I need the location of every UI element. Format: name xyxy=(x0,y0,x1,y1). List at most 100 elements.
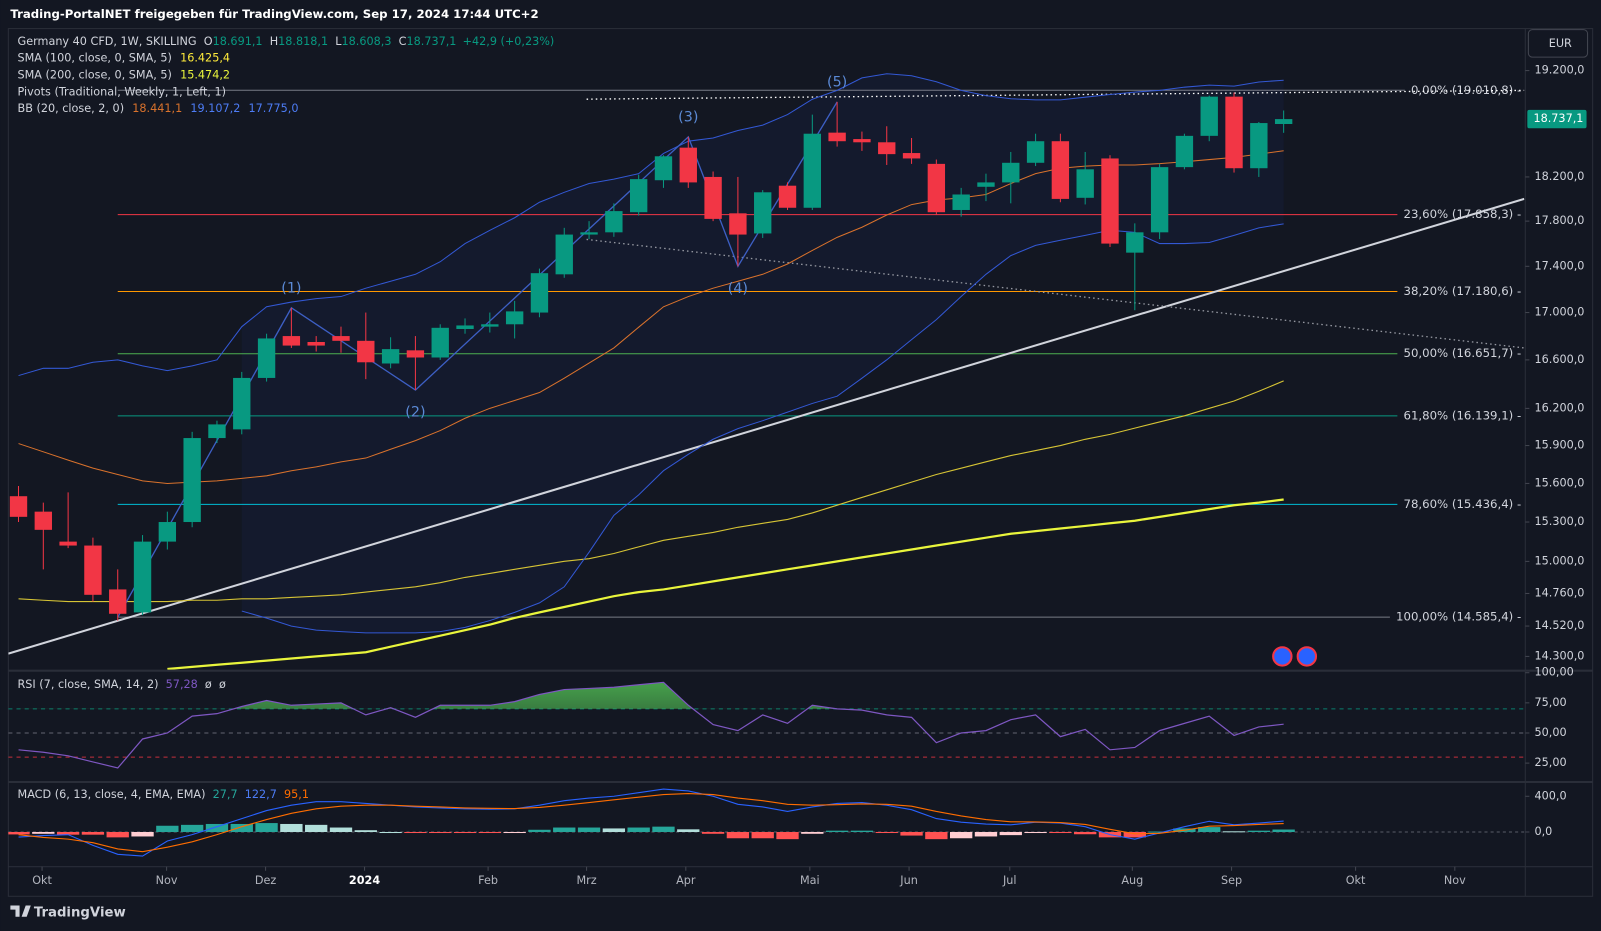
histogram-bar xyxy=(1198,827,1221,833)
indicator-value: 16.425,4 xyxy=(180,52,230,65)
legend-row: SMA (100, close, 0, SMA, 5) 16.425,4 xyxy=(18,52,231,65)
wave-label: (5) xyxy=(827,75,847,91)
histogram-bar xyxy=(974,832,998,837)
candle-body xyxy=(282,336,301,346)
last-price-tag xyxy=(1527,109,1587,129)
legend-row: SMA (200, close, 0, SMA, 5) 15.474,2 xyxy=(18,69,231,82)
candle-body xyxy=(704,176,722,219)
histogram-bar xyxy=(379,832,402,834)
event-icon[interactable] xyxy=(1272,646,1293,667)
candle-body xyxy=(332,336,350,341)
histogram-bar xyxy=(627,827,650,833)
x-tick-label: Apr xyxy=(676,874,696,887)
indicator-name: Pivots (Traditional, Weekly, 1, Left, 1) xyxy=(18,85,227,98)
indicator-value: 17.775,0 xyxy=(249,102,299,115)
legend-row: BB (20, close, 2, 0) 18.441,1 19.107,2 17.7… xyxy=(18,102,299,115)
candle-body xyxy=(1175,135,1194,168)
indicator-name: MACD (6, 13, close, 4, EMA, EMA) xyxy=(18,788,206,801)
histogram-bar xyxy=(1247,830,1271,833)
indicator-value: 122,7 xyxy=(245,788,277,801)
indicator-value: 95,1 xyxy=(284,788,309,801)
chart-frame xyxy=(7,28,1594,897)
y-tick-label: 15.600,0 xyxy=(1534,476,1584,489)
fib-label: 38,20% (17.180,6) - xyxy=(1404,284,1522,298)
x-tick-label: Aug xyxy=(1121,874,1143,887)
currency[interactable]: EUR xyxy=(1549,37,1572,50)
histogram-bar xyxy=(677,829,700,833)
histogram-bar xyxy=(999,832,1022,836)
fib-label: 23,60% (17.858,3) - xyxy=(1404,207,1522,221)
change-label: +42,9 (+0,23%) xyxy=(463,35,555,48)
trend-line xyxy=(8,197,1525,655)
indicator-value: ø xyxy=(205,678,212,691)
x-tick-label: Okt xyxy=(1346,874,1366,887)
indicator-value: 19.107,2 xyxy=(190,102,240,115)
histogram-bar xyxy=(1222,831,1246,833)
candle-body xyxy=(381,349,400,364)
y-tick-label: 14.760,0 xyxy=(1534,586,1584,599)
y-tick-label: 50,00 xyxy=(1534,726,1566,739)
fib-label: 100,00% (14.585,4) - xyxy=(1396,610,1521,624)
candle-body xyxy=(233,377,251,430)
histogram-bar xyxy=(32,832,55,834)
candle-body xyxy=(927,163,946,213)
legend-row: MACD (6, 13, close, 4, EMA, EMA) 27,7 122,… xyxy=(18,788,309,801)
candle-body xyxy=(307,342,325,346)
fib-label: 50,00% (16.651,7) - xyxy=(1404,346,1522,360)
candle-body xyxy=(555,234,573,275)
histogram-bar xyxy=(205,823,229,833)
indicator-name: BB (20, close, 2, 0) xyxy=(18,102,125,115)
rsi-pane xyxy=(8,681,1525,769)
histogram-bar xyxy=(404,832,427,834)
histogram-bar xyxy=(8,832,30,835)
indicator-line xyxy=(167,498,1284,670)
candle-body xyxy=(505,311,524,325)
candle-body xyxy=(456,325,474,329)
legend-row: Pivots (Traditional, Weekly, 1, Left, 1) xyxy=(18,85,227,98)
fib-label: 0,00% (19.010,8) - xyxy=(1411,83,1521,97)
ohlc-key: L xyxy=(335,35,342,48)
rsi-line xyxy=(18,681,1284,769)
event-icon[interactable] xyxy=(1296,646,1318,667)
fib-label: 78,60% (15.436,4) - xyxy=(1404,497,1522,511)
candle-body xyxy=(109,589,127,614)
ohlc-key: H xyxy=(270,35,278,48)
histogram-bar xyxy=(1074,832,1097,835)
currency-box[interactable] xyxy=(1527,29,1589,58)
price-pane: 0,00% (19.010,8) - 23,60% (17.858,3) - 38,… xyxy=(8,73,1525,670)
y-tick-label: 400,0 xyxy=(1534,789,1566,802)
ohlc-value: 18.818,1 xyxy=(278,35,328,48)
candle-body xyxy=(778,185,797,208)
candle-body xyxy=(878,142,896,155)
candle-body xyxy=(257,338,276,378)
candle-body xyxy=(530,273,549,313)
legend-row: RSI (7, close, SMA, 14, 2) 57,28 ø ø xyxy=(18,678,226,691)
histogram-bar xyxy=(875,832,898,834)
histogram-bar xyxy=(329,827,353,833)
histogram-bar xyxy=(602,828,626,833)
y-tick-label: 15.900,0 xyxy=(1534,439,1584,452)
histogram-bar xyxy=(180,824,204,833)
x-tick-label: Jul xyxy=(1002,874,1017,887)
y-tick-label: 17.000,0 xyxy=(1534,306,1584,319)
candle-body xyxy=(1026,141,1045,163)
candle-body xyxy=(605,211,623,233)
indicator-value: 15.474,2 xyxy=(180,69,230,82)
event-icons[interactable] xyxy=(1272,646,1318,667)
header: Trading-PortalNET freigegeben für Tradin… xyxy=(10,7,538,21)
ohlc-key: C xyxy=(399,35,407,48)
y-tick-label: 100,00 xyxy=(1534,666,1573,679)
indicator-line xyxy=(18,150,1284,484)
macd-pane xyxy=(8,788,1525,857)
candle-body xyxy=(357,340,375,363)
histogram-bar xyxy=(701,832,725,834)
x-tick-label: Feb xyxy=(478,874,498,887)
histogram-bar xyxy=(1024,832,1047,834)
x-tick-label: Nov xyxy=(1444,874,1466,887)
footer: TradingView xyxy=(34,906,126,921)
candle-body xyxy=(34,511,52,530)
x-tick-label: Jun xyxy=(899,874,918,887)
histogram-bar xyxy=(825,830,849,833)
histogram-bar xyxy=(553,827,576,833)
